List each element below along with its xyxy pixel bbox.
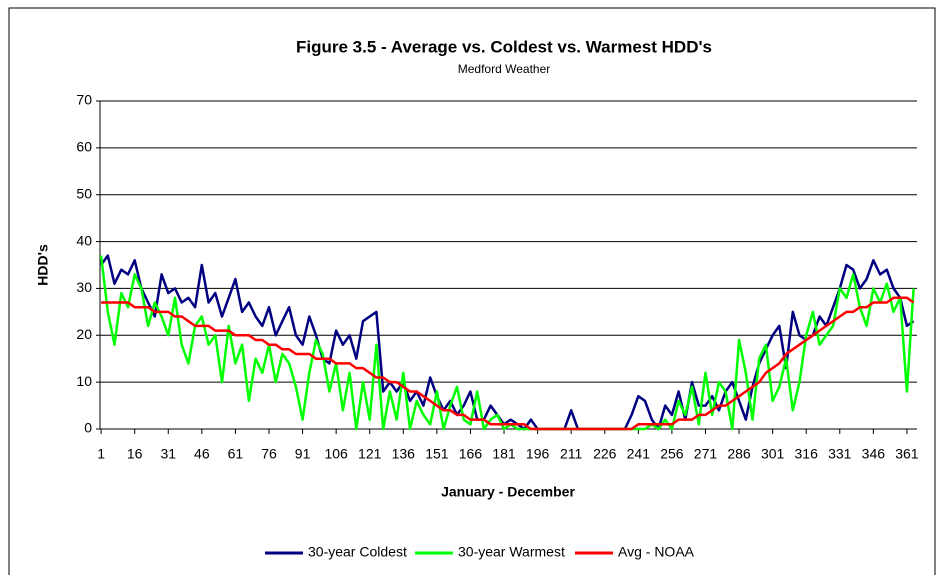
- x-tick-label: 16: [127, 446, 143, 462]
- x-tick-label: 31: [160, 446, 176, 462]
- y-tick-label: 20: [76, 326, 92, 342]
- x-axis-title: January - December: [441, 484, 575, 500]
- x-tick-label: 181: [492, 446, 516, 462]
- x-tick-label: 106: [324, 446, 348, 462]
- x-tick-label: 226: [593, 446, 617, 462]
- y-tick-label: 10: [76, 373, 92, 389]
- x-tick-label: 151: [425, 446, 449, 462]
- x-tick-label: 61: [228, 446, 244, 462]
- x-tick-label: 286: [727, 446, 751, 462]
- y-tick-label: 0: [84, 420, 92, 436]
- x-tick-label: 331: [828, 446, 852, 462]
- chart-frame: [8, 7, 936, 579]
- x-tick-label: 136: [392, 446, 416, 462]
- x-tick-label: 346: [862, 446, 886, 462]
- x-tick-label: 316: [795, 446, 819, 462]
- y-tick-label: 50: [76, 185, 92, 201]
- x-tick-label: 196: [526, 446, 550, 462]
- x-tick-label: 271: [694, 446, 718, 462]
- legend-label: 30-year Warmest: [458, 544, 565, 560]
- x-tick-label: 121: [358, 446, 382, 462]
- x-tick-label: 361: [895, 446, 919, 462]
- y-tick-label: 30: [76, 279, 92, 295]
- x-tick-label: 166: [459, 446, 483, 462]
- chart-title: Figure 3.5 - Average vs. Coldest vs. War…: [296, 37, 712, 56]
- y-tick-label: 70: [76, 92, 92, 108]
- series-line: [100, 254, 915, 431]
- x-tick-label: 301: [761, 446, 785, 462]
- y-tick-label: 60: [76, 139, 92, 155]
- y-axis-title: HDD's: [35, 244, 51, 286]
- x-tick-label: 1: [97, 446, 105, 462]
- x-tick-label: 256: [660, 446, 684, 462]
- series-line: [101, 296, 915, 431]
- x-tick-label: 91: [295, 446, 311, 462]
- x-tick-label: 211: [560, 446, 583, 462]
- x-tick-label: 76: [261, 446, 277, 462]
- y-tick-label: 40: [76, 232, 92, 248]
- legend-label: Avg - NOAA: [618, 544, 695, 560]
- chart-subtitle: Medford Weather: [458, 62, 551, 76]
- series-line: [99, 255, 915, 431]
- x-tick-label: 46: [194, 446, 210, 462]
- x-tick-label: 241: [627, 446, 651, 462]
- legend-label: 30-year Coldest: [308, 544, 407, 560]
